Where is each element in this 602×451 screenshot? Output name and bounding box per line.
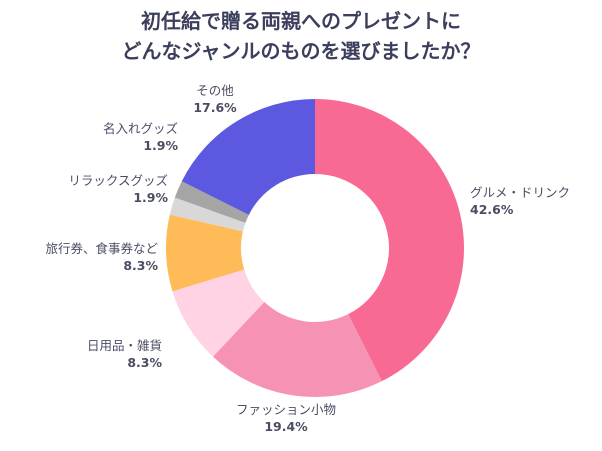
label-vouchers: 旅行券、食事券など 8.3% — [45, 241, 158, 273]
slice-other — [181, 99, 315, 215]
label-other: その他 17.6% — [193, 83, 237, 115]
slice-gourmet — [315, 99, 465, 382]
label-fashion: ファッション小物 19.4% — [236, 402, 337, 434]
slice-relax-goods — [169, 197, 246, 232]
label-name-goods: 名入れグッズ 1.9% — [102, 121, 178, 153]
chart-title-line-1: 初任給で贈る両親へのプレゼントに — [141, 9, 461, 33]
slice-fashion — [213, 301, 382, 398]
slice-name-goods — [174, 181, 249, 223]
label-daily-goods: 日用品・雑貨 8.3% — [86, 338, 162, 370]
chart-title-line-2: どんなジャンルのものを選びましたか？ — [121, 39, 481, 63]
slice-vouchers — [165, 214, 245, 292]
slice-daily-goods — [172, 269, 265, 357]
label-relax-goods: リラックスグッズ 1.9% — [68, 173, 168, 205]
label-gourmet: グルメ・ドリンク 42.6% — [470, 185, 571, 217]
